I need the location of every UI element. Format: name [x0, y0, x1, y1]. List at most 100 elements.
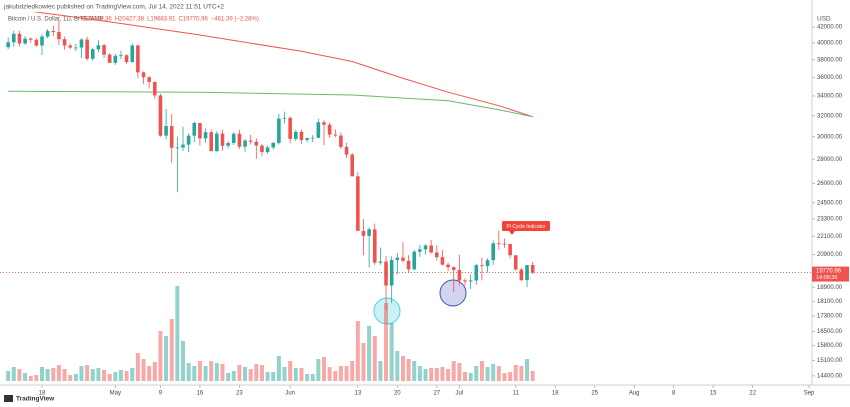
- candle-body: [423, 245, 428, 250]
- volume-bar: [406, 359, 411, 381]
- x-tick-label: Sep: [804, 391, 815, 397]
- candle-body: [209, 132, 213, 152]
- candle-body: [164, 126, 168, 136]
- candle-body: [192, 122, 197, 136]
- candle-body: [333, 134, 338, 136]
- candle-body: [305, 138, 309, 141]
- x-tick-label: Jul: [456, 391, 464, 397]
- candle-body: [457, 269, 462, 281]
- candle-body: [468, 280, 473, 282]
- candle-body: [141, 72, 146, 78]
- volume-bar: [107, 374, 112, 381]
- candle-body: [85, 39, 89, 59]
- volume-bar: [519, 366, 524, 381]
- last-price-tag: [812, 266, 849, 282]
- volume-bar: [214, 363, 219, 381]
- x-tick-label: Jun: [285, 391, 295, 397]
- candle-body: [62, 39, 67, 46]
- ohlc-value: L19683.91: [147, 17, 176, 23]
- volume-bar: [56, 365, 61, 381]
- volume-bar: [513, 365, 518, 381]
- candle-body: [316, 122, 321, 138]
- volume-bar: [440, 367, 445, 381]
- volume-bar: [130, 368, 135, 381]
- volume-bar: [17, 369, 22, 381]
- candle-body: [45, 31, 50, 37]
- volume-bar: [62, 369, 67, 381]
- candle-body: [480, 265, 484, 267]
- candle-body: [17, 33, 22, 44]
- axis-unit: USD: [817, 16, 831, 23]
- volume-bar: [446, 369, 451, 381]
- volume-bar: [113, 372, 118, 381]
- candle-body: [113, 55, 118, 63]
- x-tick-label: 8: [672, 391, 676, 397]
- candle-body: [181, 144, 185, 148]
- y-tick-label: 42000.00: [817, 25, 843, 31]
- volume-bar: [102, 370, 107, 381]
- volume-bar: [305, 374, 310, 381]
- volume-bar: [333, 371, 338, 381]
- volume-bar: [474, 366, 479, 381]
- candle-body: [277, 118, 281, 143]
- candle-body: [435, 252, 439, 258]
- candle-body: [497, 243, 501, 245]
- x-tick-label: 15: [710, 391, 717, 397]
- candle-body: [271, 142, 276, 148]
- y-tick-label: 18900.00: [817, 285, 843, 291]
- candle-body: [395, 257, 400, 260]
- candle-body: [136, 45, 140, 73]
- candle-body: [153, 81, 157, 96]
- candle-body: [384, 261, 388, 286]
- volume-bar: [23, 373, 28, 381]
- volume-bar: [271, 372, 276, 381]
- candle-body: [220, 133, 225, 146]
- volume-bar: [265, 372, 270, 381]
- volume-bar: [350, 361, 355, 381]
- volume-bar: [525, 359, 530, 381]
- candle-body: [508, 244, 512, 256]
- candle-body: [12, 33, 16, 43]
- candle-body: [446, 264, 450, 268]
- candle-body: [288, 117, 292, 139]
- annotation: Pi Cycle Indicator: [507, 224, 546, 230]
- volume-bar: [276, 356, 281, 381]
- volume-bar: [169, 319, 174, 381]
- volume-bar: [468, 373, 473, 381]
- volume-bar: [344, 366, 349, 381]
- volume-bar: [40, 367, 44, 381]
- ohlc-value: C19770.96: [178, 17, 208, 23]
- volume-bar: [254, 364, 259, 381]
- volume-bar: [226, 373, 231, 381]
- y-tick-label: 15800.00: [817, 343, 843, 349]
- ohlc-value: −461.39 (−2.28%): [211, 17, 259, 23]
- candle-body: [389, 259, 394, 286]
- last-price-label: 19770.96: [816, 269, 842, 275]
- y-tick-label: 22100.00: [817, 234, 843, 240]
- volume-bar: [293, 368, 298, 381]
- candle-body: [361, 230, 366, 236]
- x-tick-label: 9: [159, 391, 163, 397]
- y-tick-label: 32000.00: [817, 113, 843, 119]
- candle-body: [525, 265, 529, 281]
- candle-body: [406, 260, 411, 270]
- volume-bar: [175, 286, 180, 381]
- volume-bar: [220, 364, 225, 381]
- volume-bar: [85, 365, 90, 381]
- y-tick-label: 36000.00: [817, 75, 843, 81]
- volume-bar: [423, 369, 428, 381]
- volume-bar: [327, 367, 332, 381]
- volume-bar: [51, 368, 56, 381]
- y-tick-label: 15100.00: [817, 358, 843, 364]
- candle-body: [418, 249, 422, 252]
- candle-body: [40, 36, 44, 46]
- volume-bar: [28, 376, 33, 381]
- candle-body: [248, 140, 253, 142]
- candle-body: [519, 269, 524, 281]
- candle-body: [175, 147, 180, 149]
- volume-bar: [237, 365, 242, 381]
- volume-bar: [34, 375, 39, 381]
- candle-body: [6, 42, 10, 48]
- volume-bar: [45, 369, 50, 381]
